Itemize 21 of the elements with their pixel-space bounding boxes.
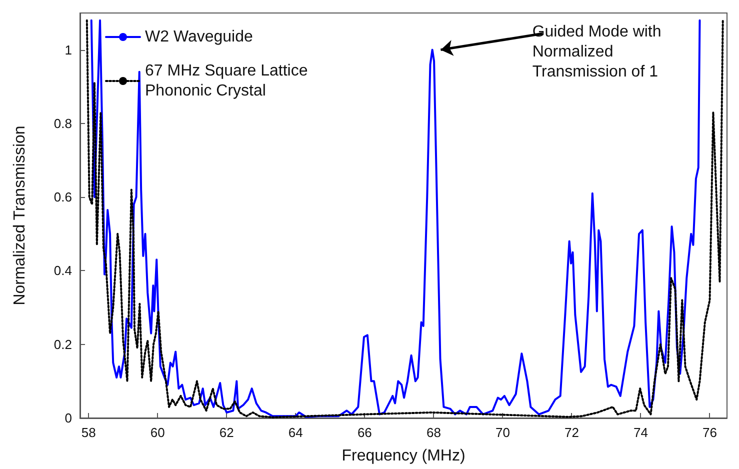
x-tick-label: 66 — [357, 425, 372, 440]
y-tick-label: 0.8 — [54, 116, 72, 131]
x-tick-label: 68 — [426, 425, 441, 440]
x-tick-label: 62 — [219, 425, 234, 440]
annotation: Guided Mode with Normalized Transmission of 1 — [532, 23, 662, 80]
y-tick-label: 0.6 — [54, 190, 72, 205]
y-tick-label: 1 — [64, 42, 72, 58]
x-tick-label: 60 — [150, 425, 165, 440]
legend-label: W2 Waveguide — [145, 28, 253, 46]
y-axis-title: Normalized Transmission — [12, 126, 28, 306]
x-tick-label: 70 — [495, 425, 510, 440]
y-tick-label: 0.2 — [54, 336, 72, 352]
x-tick-label: 58 — [81, 425, 96, 440]
x-tick-label: 72 — [564, 425, 579, 440]
x-tick-label: 76 — [702, 425, 717, 440]
x-tick-label: 74 — [634, 425, 648, 440]
legend-label: 67 MHz Square Lattice Phononic Crystal — [145, 62, 312, 100]
y-tick-label: 0 — [64, 410, 72, 426]
y-tick-label: 0.4 — [54, 263, 72, 278]
x-axis-title: Frequency (MHz) — [342, 448, 466, 464]
x-tick-label: 64 — [288, 425, 303, 440]
